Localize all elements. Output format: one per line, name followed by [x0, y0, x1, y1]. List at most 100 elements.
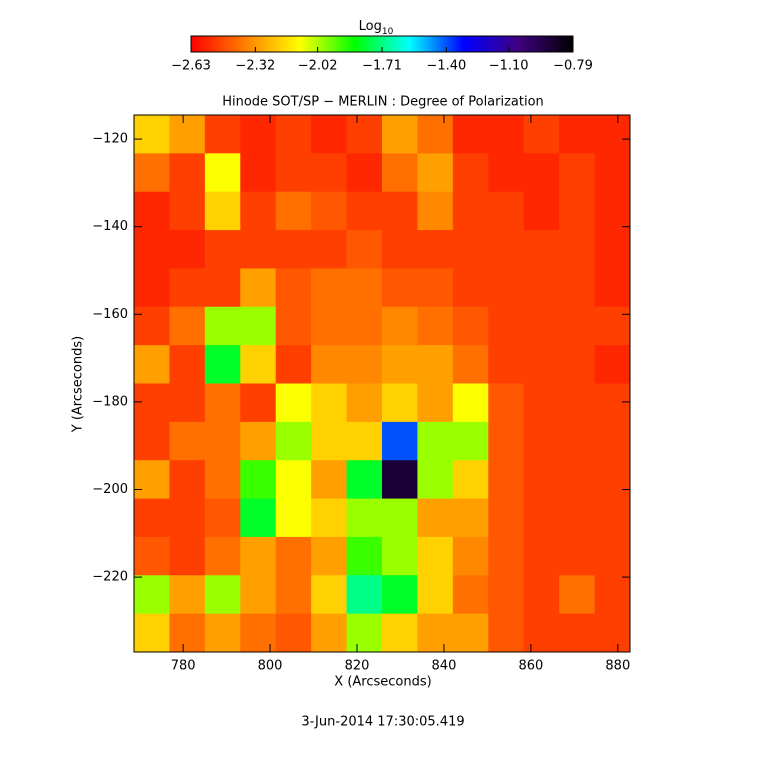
heat-cell [488, 575, 525, 615]
heat-cell [346, 498, 383, 538]
heat-cell [559, 613, 596, 653]
heat-cell [311, 115, 348, 154]
heat-cell [559, 383, 596, 423]
heat-cell [240, 575, 277, 615]
heat-cell [523, 345, 560, 384]
heat-cell [346, 115, 383, 154]
heat-cell [488, 383, 525, 423]
heat-cell [452, 575, 489, 615]
heat-cell [488, 191, 525, 231]
y-tick-label: −200 [92, 482, 128, 497]
heat-cell [559, 536, 596, 576]
heat-cell [523, 383, 560, 423]
heat-cell [594, 306, 631, 346]
heat-cell [523, 460, 560, 500]
heat-cell [488, 345, 525, 384]
colorbar-label-main: Log [359, 19, 382, 34]
heat-cell [169, 153, 206, 193]
heat-cell [488, 306, 525, 346]
heat-cell [134, 575, 170, 615]
heat-cell [452, 345, 489, 384]
heat-cell [523, 268, 560, 308]
heat-cell [523, 115, 560, 154]
heat-cell [523, 421, 560, 461]
heat-cell [169, 345, 206, 384]
heat-cell [346, 536, 383, 576]
heat-cell [240, 268, 277, 308]
heat-cell [204, 421, 241, 461]
heat-cell [488, 460, 525, 500]
heat-cell [523, 613, 560, 653]
heat-cell [311, 421, 348, 461]
heat-cell [452, 306, 489, 346]
footer-date: 3-Jun-2014 17:30:05.419 [301, 715, 464, 730]
heat-cell [275, 306, 312, 346]
heat-cell [452, 115, 489, 154]
heat-cell [488, 421, 525, 461]
heat-cell [311, 498, 348, 538]
heat-cell [382, 498, 418, 538]
heat-cell [488, 613, 525, 653]
heat-cell [452, 613, 489, 653]
heat-cell [417, 460, 454, 500]
heat-cell [275, 421, 312, 461]
heat-cell [346, 191, 383, 231]
x-tick-label: 780 [171, 659, 196, 674]
heat-cell [275, 575, 312, 615]
heat-cell [275, 460, 312, 500]
heat-cell [169, 498, 206, 538]
heat-cell [204, 115, 241, 154]
y-tick-label: −220 [92, 570, 128, 585]
heat-cell [204, 575, 241, 615]
heat-cell [488, 268, 525, 308]
heat-cell [382, 460, 418, 500]
heat-cell [240, 115, 277, 154]
heat-cell [240, 306, 277, 346]
heat-cell [204, 498, 241, 538]
heat-cell [382, 268, 418, 308]
heat-cell [204, 191, 241, 231]
heat-cell [240, 536, 277, 576]
heat-cell [240, 230, 277, 269]
heat-cell [559, 498, 596, 538]
y-tick-label: −120 [92, 132, 128, 147]
x-tick-label: 820 [345, 659, 370, 674]
heat-cell [346, 306, 383, 346]
heat-cell [559, 306, 596, 346]
heat-cell [382, 536, 418, 576]
heat-cell [382, 230, 418, 269]
heat-cell [452, 421, 489, 461]
heat-cell [559, 268, 596, 308]
heat-cell [169, 613, 206, 653]
heat-cell [523, 306, 560, 346]
heat-cell [594, 421, 631, 461]
heat-cell [346, 421, 383, 461]
heat-cell [240, 345, 277, 384]
heat-cell [134, 383, 170, 423]
heat-cell [240, 383, 277, 423]
colorbar-tick-label: −1.71 [362, 59, 402, 74]
heat-cell [169, 191, 206, 231]
heat-cell [275, 268, 312, 308]
heat-cell [417, 230, 454, 269]
heat-cell [346, 460, 383, 500]
heat-cell [417, 306, 454, 346]
heat-cell [417, 498, 454, 538]
heat-cell [417, 345, 454, 384]
heat-cell [523, 575, 560, 615]
heat-cell [134, 421, 170, 461]
heat-cell [134, 268, 170, 308]
heat-cell [594, 115, 631, 154]
heat-cell [594, 613, 631, 653]
heat-cell [240, 498, 277, 538]
y-tick-label: −160 [92, 307, 128, 322]
heat-cell [204, 460, 241, 500]
heat-cell [240, 421, 277, 461]
heat-cell [417, 613, 454, 653]
heat-cell [275, 383, 312, 423]
heat-cell [169, 421, 206, 461]
heat-cell [523, 498, 560, 538]
colorbar-tick-label: −2.02 [298, 59, 338, 74]
heat-cell [275, 153, 312, 193]
